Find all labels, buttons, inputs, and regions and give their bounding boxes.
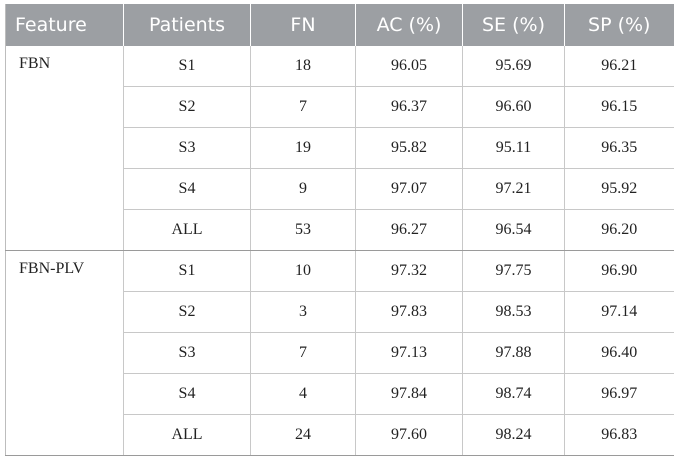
ac-cell: 96.37	[355, 86, 463, 128]
sp-cell: 95.92	[564, 168, 674, 210]
table-row: S4 4 97.84 98.74 96.97	[6, 373, 674, 415]
fn-cell: 4	[250, 373, 356, 415]
fn-cell: 18	[250, 46, 356, 87]
header-sp: SP (%)	[564, 4, 674, 46]
fn-cell: 24	[250, 414, 356, 456]
fn-cell: 9	[250, 168, 356, 210]
header-fn: FN	[250, 4, 356, 46]
table-row: S2 3 97.83 98.53 97.14	[6, 291, 674, 333]
fn-cell: 3	[250, 291, 356, 333]
sp-cell: 96.83	[564, 414, 674, 456]
sp-cell: 96.35	[564, 127, 674, 169]
feature-cell: FBN	[5, 46, 124, 251]
patients-cell: S1	[123, 46, 251, 87]
ac-cell: 97.83	[355, 291, 463, 333]
patients-cell: S2	[123, 291, 251, 333]
patients-cell: S1	[123, 250, 251, 292]
table-row: ALL 53 96.27 96.54 96.20	[6, 209, 674, 251]
se-cell: 96.60	[462, 86, 565, 128]
se-cell: 95.69	[462, 46, 565, 87]
ac-cell: 97.84	[355, 373, 463, 415]
table-row: S3 7 97.13 97.88 96.40	[6, 332, 674, 374]
sp-cell: 96.40	[564, 332, 674, 374]
patients-cell: S2	[123, 86, 251, 128]
table-row: S2 7 96.37 96.60 96.15	[6, 86, 674, 128]
fn-cell: 7	[250, 332, 356, 374]
se-cell: 97.75	[462, 250, 565, 292]
header-ac: AC (%)	[355, 4, 463, 46]
sp-cell: 96.15	[564, 86, 674, 128]
patients-cell: S4	[123, 373, 251, 415]
feature-cell: FBN-PLV	[5, 250, 124, 456]
ac-cell: 96.27	[355, 209, 463, 251]
table-body: FBN S1 18 96.05 95.69 96.21 S2 7 96.37 96.60 96.15…	[5, 46, 674, 456]
se-cell: 96.54	[462, 209, 565, 251]
ac-cell: 97.07	[355, 168, 463, 210]
ac-cell: 97.13	[355, 332, 463, 374]
se-cell: 98.74	[462, 373, 565, 415]
sp-cell: 96.20	[564, 209, 674, 251]
header-patients: Patients	[123, 4, 251, 46]
se-cell: 95.11	[462, 127, 565, 169]
ac-cell: 97.60	[355, 414, 463, 456]
table-row: FBN S1 18 96.05 95.69 96.21	[5, 46, 674, 251]
se-cell: 98.24	[462, 414, 565, 456]
sp-cell: 97.14	[564, 291, 674, 333]
ac-cell: 95.82	[355, 127, 463, 169]
patients-cell: ALL	[123, 414, 251, 456]
fn-cell: 10	[250, 250, 356, 292]
header-feature: Feature	[5, 4, 124, 46]
table-row: FBN-PLV S1 10 97.32 97.75 96.90	[5, 250, 674, 456]
fn-cell: 19	[250, 127, 356, 169]
patients-cell: S3	[123, 332, 251, 374]
patients-cell: S4	[123, 168, 251, 210]
se-cell: 97.88	[462, 332, 565, 374]
se-cell: 97.21	[462, 168, 565, 210]
header-row: Feature Patients FN AC (%) SE (%) SP (%)	[5, 4, 674, 46]
results-table: Feature Patients FN AC (%) SE (%) SP (%)…	[5, 4, 674, 456]
fn-cell: 53	[250, 209, 356, 251]
patients-cell: ALL	[123, 209, 251, 251]
ac-cell: 97.32	[355, 250, 463, 292]
sp-cell: 96.97	[564, 373, 674, 415]
table-row: S4 9 97.07 97.21 95.92	[6, 168, 674, 210]
se-cell: 98.53	[462, 291, 565, 333]
header-se: SE (%)	[462, 4, 565, 46]
patients-cell: S3	[123, 127, 251, 169]
table-row: ALL 24 97.60 98.24 96.83	[6, 414, 674, 456]
ac-cell: 96.05	[355, 46, 463, 87]
sp-cell: 96.21	[564, 46, 674, 87]
table-row: S3 19 95.82 95.11 96.35	[6, 127, 674, 169]
sp-cell: 96.90	[564, 250, 674, 292]
fn-cell: 7	[250, 86, 356, 128]
